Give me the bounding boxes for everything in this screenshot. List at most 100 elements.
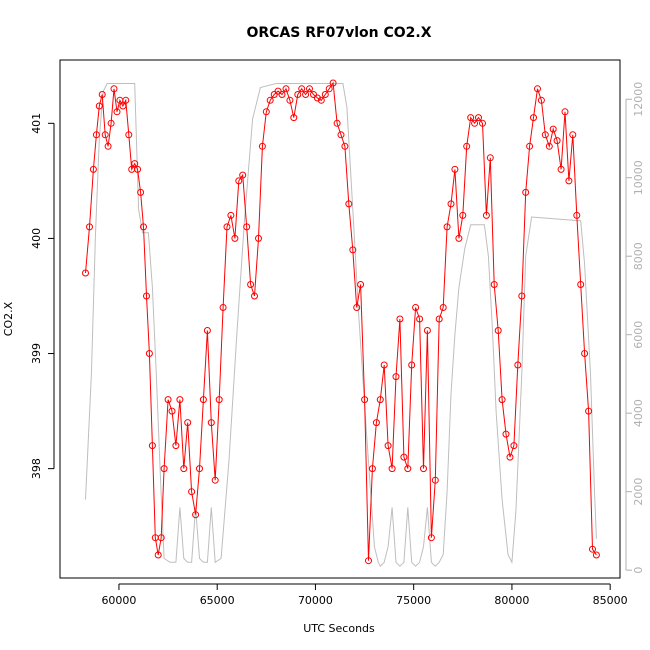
co2-point — [341, 142, 349, 150]
co2-point — [345, 200, 353, 208]
x-axis: 60000 65000 70000 75000 80000 85000 — [101, 583, 628, 607]
co2-point — [439, 304, 447, 311]
co2-point — [239, 171, 247, 179]
co2-point — [137, 188, 145, 196]
x-tick-label: 85000 — [593, 594, 628, 607]
co2-point — [404, 465, 412, 473]
x-axis-label: UTC Seconds — [303, 622, 375, 635]
altitude-line — [85, 83, 597, 568]
co2-point — [176, 396, 184, 404]
co2-point — [514, 361, 522, 369]
co2-point — [376, 396, 384, 404]
co2-point — [219, 304, 227, 311]
co2-point — [192, 511, 200, 519]
co2-point — [534, 85, 541, 93]
co2-point — [392, 373, 400, 381]
co2-point — [498, 396, 506, 404]
co2-point — [463, 142, 471, 150]
y2-tick-label: 6000 — [632, 321, 645, 349]
y-tick-label: 401 — [30, 113, 43, 134]
co2-point — [251, 292, 258, 300]
co2-point — [235, 177, 243, 185]
co2-line — [85, 81, 597, 561]
y2-tick-label: 12000 — [632, 82, 645, 117]
co2-point — [317, 96, 325, 104]
co2-point — [196, 465, 203, 473]
co2-point — [329, 79, 337, 87]
co2-point — [337, 131, 345, 139]
co2-point — [95, 102, 103, 110]
y-tick-label: 399 — [30, 343, 43, 364]
y-axis-label: CO2.X — [2, 301, 15, 336]
co2-point — [92, 131, 100, 139]
co2-point — [592, 551, 600, 559]
co2-point — [262, 108, 270, 116]
co2-point — [180, 465, 188, 473]
co2-point — [145, 350, 153, 357]
co2-point — [396, 315, 404, 323]
co2-point — [290, 114, 298, 122]
co2-point — [353, 304, 361, 311]
co2-point — [321, 91, 329, 98]
co2-point — [270, 91, 278, 98]
co2-point — [365, 557, 372, 565]
co2-point — [420, 465, 427, 473]
co2-point — [427, 534, 435, 542]
co2-point — [131, 160, 139, 168]
x-tick-label: 60000 — [101, 594, 136, 607]
co2-point — [306, 85, 313, 93]
co2-point — [545, 142, 553, 150]
chart-title: ORCAS RF07vlon CO2.X — [247, 25, 432, 41]
co2-point — [333, 119, 341, 127]
co2-point — [368, 465, 376, 473]
plot-frame — [59, 59, 621, 579]
co2-point — [510, 442, 518, 450]
co2-point — [207, 419, 215, 427]
co2-point — [107, 119, 115, 127]
y2-tick-label: 0 — [632, 567, 645, 574]
co2-point — [585, 407, 593, 415]
x-tick-label: 80000 — [494, 594, 529, 607]
co2-point — [211, 476, 219, 484]
co2-point — [490, 281, 498, 288]
y-tick-label: 398 — [30, 458, 43, 479]
co2-point — [408, 361, 416, 369]
co2-point — [541, 131, 549, 139]
co2-point — [184, 419, 192, 427]
altitude-series — [85, 83, 597, 568]
co2-point — [400, 453, 408, 461]
co2-point — [526, 142, 534, 150]
co2-point — [101, 131, 109, 139]
co2-point — [82, 269, 89, 277]
co2-point — [557, 165, 565, 173]
co2-point — [154, 551, 162, 559]
co2-point — [431, 476, 439, 484]
co2-point — [302, 91, 310, 98]
co2-point — [565, 177, 573, 185]
co2-point — [384, 442, 392, 450]
co2-point — [482, 211, 490, 219]
co2-point — [325, 85, 333, 93]
x-tick-label: 70000 — [298, 594, 333, 607]
x-tick-label: 65000 — [200, 594, 235, 607]
co2-point — [357, 281, 365, 288]
co2-point — [459, 211, 467, 219]
co2-point — [310, 91, 317, 98]
co2-point — [475, 114, 482, 122]
co2-point — [455, 234, 463, 242]
co2-point — [247, 281, 255, 288]
co2-point — [266, 96, 274, 104]
co2-point — [361, 396, 369, 404]
co2-point — [294, 91, 302, 98]
co2-point — [255, 234, 262, 242]
co2-point — [577, 281, 585, 288]
co2-point — [122, 96, 130, 104]
co2-point — [380, 361, 388, 369]
co2-point — [494, 327, 502, 334]
co2-point — [486, 154, 494, 162]
co2-point — [435, 315, 443, 323]
co2-point — [86, 223, 93, 231]
y2-tick-label: 10000 — [632, 160, 645, 195]
co2-point — [349, 246, 357, 254]
